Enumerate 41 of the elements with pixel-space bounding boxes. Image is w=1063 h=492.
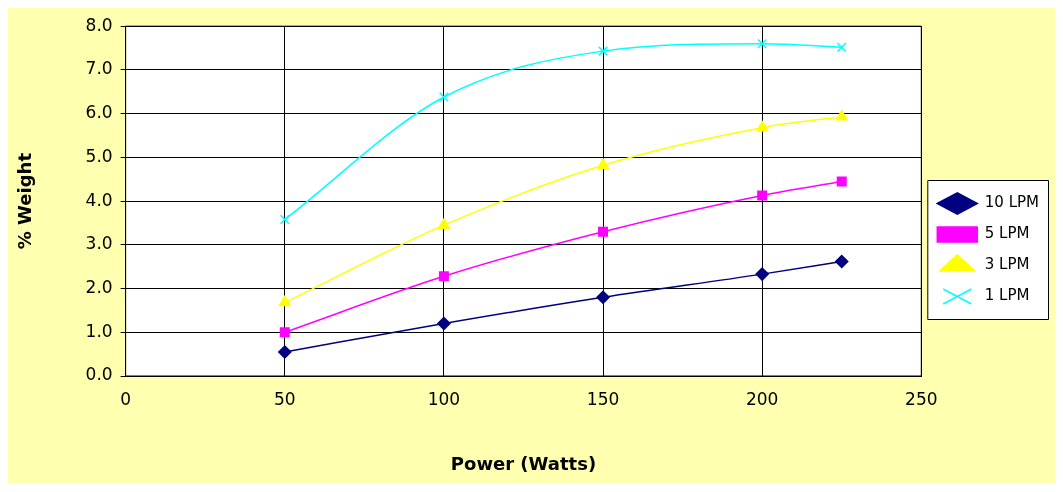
legend-label: 5 LPM xyxy=(984,224,1030,243)
point xyxy=(598,226,609,237)
point xyxy=(834,254,849,269)
legend-label: 10 LPM xyxy=(984,193,1039,212)
y-tick-label: 3.0 xyxy=(85,233,113,254)
y-tick-label: 4.0 xyxy=(85,189,113,210)
point xyxy=(279,327,290,338)
y-tick-label: 8.0 xyxy=(85,14,113,35)
point xyxy=(278,295,291,307)
y-tick-label: 1.0 xyxy=(85,320,113,341)
x-tick-label: 50 xyxy=(273,388,296,409)
point xyxy=(437,316,451,331)
y-tick-label: 2.0 xyxy=(85,276,113,297)
point xyxy=(279,214,290,225)
point xyxy=(757,190,768,201)
x-tick-label: 150 xyxy=(586,388,620,409)
legend-label: 3 LPM xyxy=(984,255,1030,274)
point xyxy=(836,42,847,53)
legend-label: 1 LPM xyxy=(984,286,1030,305)
x-tick-label: 0 xyxy=(120,388,132,409)
y-tick-label: 5.0 xyxy=(85,145,113,166)
x-tick-label: 200 xyxy=(745,388,779,409)
point xyxy=(278,345,292,359)
x-axis-title: Power (Watts) xyxy=(450,452,597,474)
y-tick-label: 6.0 xyxy=(85,102,113,123)
point xyxy=(597,158,609,169)
point xyxy=(756,120,769,132)
point xyxy=(596,290,610,305)
y-tick-label: 0.0 xyxy=(85,364,113,385)
point xyxy=(836,176,847,187)
x-tick-label: 250 xyxy=(905,388,938,409)
point xyxy=(437,218,450,229)
point xyxy=(755,267,769,281)
point xyxy=(835,109,848,121)
y-tick-label: 7.0 xyxy=(85,58,113,79)
x-tick-label: 100 xyxy=(427,388,461,409)
point xyxy=(438,92,449,103)
point xyxy=(438,271,449,282)
point xyxy=(757,38,768,49)
point xyxy=(598,46,609,57)
y-axis-title: % Weight xyxy=(14,152,36,250)
